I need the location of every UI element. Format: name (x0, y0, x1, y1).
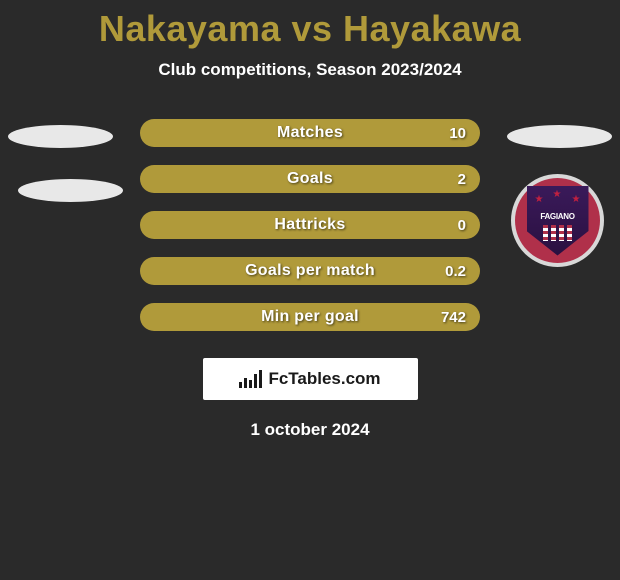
stat-label: Goals per match (245, 262, 375, 280)
stat-label: Goals (287, 170, 333, 188)
stat-row: Min per goal 742 (0, 294, 620, 340)
chart-icon (239, 370, 262, 388)
stat-row: Goals 2 (0, 156, 620, 202)
stat-value: 10 (449, 125, 466, 142)
stat-value: 2 (458, 171, 466, 188)
subtitle: Club competitions, Season 2023/2024 (0, 60, 620, 80)
stat-value: 0.2 (445, 263, 466, 280)
stat-row: Hattricks 0 (0, 202, 620, 248)
stat-bar: Goals per match 0.2 (140, 257, 480, 285)
comparison-widget: Nakayama vs Hayakawa Club competitions, … (0, 0, 620, 440)
stat-label: Min per goal (261, 308, 359, 326)
stat-value: 742 (441, 309, 466, 326)
stat-bar: Goals 2 (140, 165, 480, 193)
stat-label: Hattricks (274, 216, 345, 234)
stat-value: 0 (458, 217, 466, 234)
stat-bar: Matches 10 (140, 119, 480, 147)
stat-bar: Hattricks 0 (140, 211, 480, 239)
page-title: Nakayama vs Hayakawa (0, 8, 620, 50)
stat-row: Goals per match 0.2 (0, 248, 620, 294)
branding-text: FcTables.com (268, 369, 380, 389)
stat-bar: Min per goal 742 (140, 303, 480, 331)
stat-row: Matches 10 (0, 110, 620, 156)
stats-list: Matches 10 Goals 2 Hattricks 0 Goals per match… (0, 110, 620, 340)
date-label: 1 october 2024 (0, 420, 620, 440)
stat-label: Matches (277, 124, 343, 142)
branding-box[interactable]: FcTables.com (203, 358, 418, 400)
